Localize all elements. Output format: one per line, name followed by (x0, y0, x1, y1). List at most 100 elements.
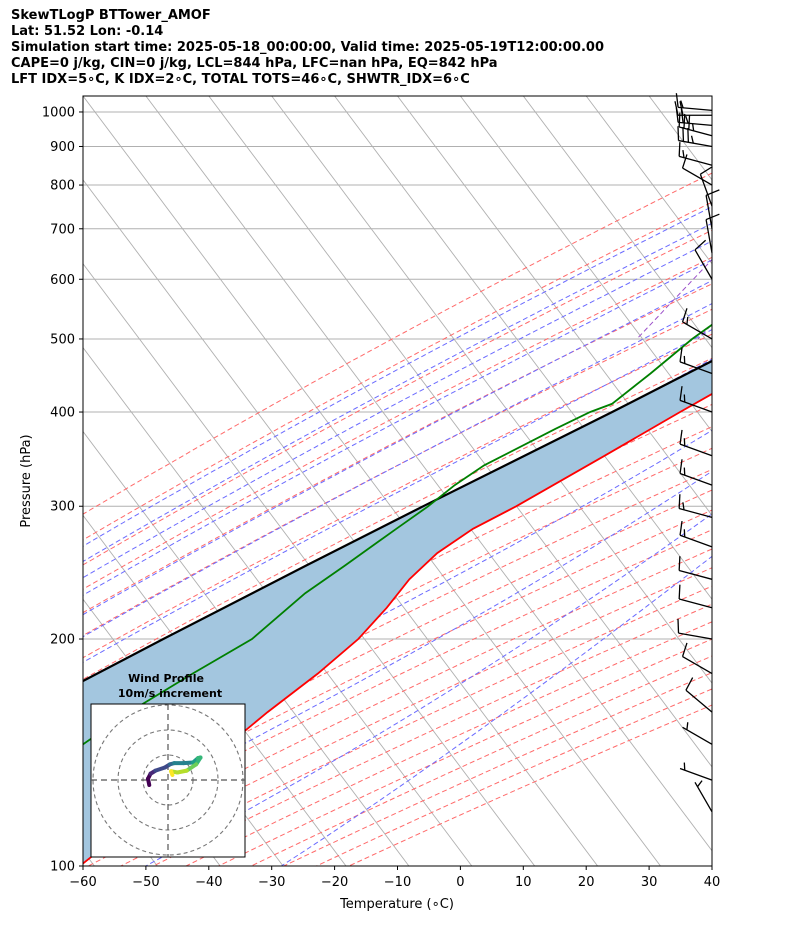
dry-adiabat (83, 229, 712, 566)
wind-barb-feather (682, 127, 685, 142)
wind-barb-staff (682, 655, 713, 675)
wind-barb (675, 93, 713, 111)
dry-adiabat (83, 283, 712, 614)
wind-barb-feather (678, 494, 681, 509)
wind-barb (679, 347, 713, 375)
moist-adiabat (83, 280, 712, 616)
isotherm-gridline (83, 430, 410, 866)
wind-barb-feather (675, 93, 679, 108)
isotherm-gridline (522, 96, 712, 349)
isotherm-gridline (775, 96, 794, 866)
wind-barb-staff (678, 155, 713, 166)
dewpoint-line (83, 323, 712, 746)
wind-barb-feather (687, 127, 690, 143)
wind-barb-staff (678, 507, 713, 518)
wind-barb-feather (685, 115, 689, 124)
wind-barb-staff (694, 249, 713, 280)
wind-barb-feather (705, 213, 720, 221)
dry-adiabat (83, 529, 712, 835)
isotherm-gridline (83, 850, 95, 866)
x-tick-label: −50 (132, 875, 159, 890)
wind-barb-feather (678, 112, 681, 127)
wind-barb (677, 126, 713, 148)
isotherm-gridline (711, 96, 712, 97)
parcel-path-line (83, 359, 712, 683)
wind-barb-staff (685, 689, 713, 713)
wind-barb-feather (691, 123, 695, 131)
hodograph-trace-segment (169, 769, 175, 777)
y-tick-label: 400 (50, 406, 75, 421)
wind-barb-staff (678, 632, 713, 640)
wind-barb-feather (681, 154, 688, 169)
wind-barb (694, 239, 713, 280)
x-tick-label: −60 (69, 875, 96, 890)
y-tick-label: 800 (50, 179, 75, 194)
wind-barb-staff (679, 534, 713, 548)
wind-barb-feather (678, 142, 681, 157)
wind-barb-staff (694, 782, 713, 813)
wind-barb-feather (680, 108, 684, 123)
wind-barb (681, 308, 713, 340)
wind-barb (694, 780, 713, 813)
wind-barb (681, 154, 713, 186)
isotherm-gridline (83, 346, 473, 866)
dry-adiabat (83, 426, 712, 742)
wind-barb-staff (678, 569, 713, 580)
wind-barb (679, 459, 713, 486)
wind-barb (705, 189, 720, 229)
wind-barb-staff (679, 399, 713, 413)
hodograph-plot (91, 704, 245, 857)
wind-barb-feather (694, 239, 707, 251)
moist-adiabat (83, 240, 712, 579)
dry-adiabat (83, 308, 712, 637)
wind-barb-feather (683, 113, 686, 129)
isotherm-gridline (145, 96, 712, 852)
wind-barb (677, 618, 713, 640)
dry-adiabat (83, 201, 712, 541)
y-tick-label: 500 (50, 332, 75, 347)
wind-barb (705, 213, 720, 254)
isotherm-gridline (83, 262, 536, 866)
moist-adiabat (83, 259, 712, 596)
x-axis-title: Temperature (∘C) (339, 897, 454, 912)
wind-barb-feather (679, 429, 683, 445)
wind-barb-feather (681, 642, 688, 657)
x-tick-label: 20 (578, 875, 595, 890)
wind-barb (678, 556, 713, 580)
y-tick-label: 1000 (42, 105, 75, 120)
index-line: LFT IDX=5∘C, K IDX=2∘C, TOTAL TOTS=46∘C,… (11, 72, 470, 87)
x-tick-label: 10 (515, 875, 532, 890)
wind-barb (678, 584, 713, 609)
wind-barb-staff (679, 767, 713, 781)
wind-barb-staff (678, 126, 713, 137)
x-tick-label: 0 (456, 875, 464, 890)
chart-header: SkewTLogP BTTower_AMOF Lat: 51.52 Lon: -… (11, 8, 604, 88)
wind-barb (682, 722, 713, 745)
wind-barb (681, 642, 713, 675)
isotherm-gridline (83, 179, 598, 866)
cape-line: CAPE=0 j/kg, CIN=0 j/kg, LCL=844 hPa, LF… (11, 56, 498, 71)
wind-barb-feather (675, 108, 679, 123)
isotherm-gridline (585, 96, 712, 265)
moist-adiabat (83, 470, 712, 831)
location-line: Lat: 51.52 Lon: -0.14 (11, 24, 164, 39)
wind-barb-staff (682, 167, 713, 186)
wind-barb-feather (677, 126, 680, 141)
hodograph-subtitle: 10m/s increment (118, 687, 222, 700)
wind-barb-feather (705, 189, 720, 196)
y-tick-label: 700 (50, 222, 75, 237)
chart-title: SkewTLogP BTTower_AMOF (11, 8, 211, 23)
wind-barb-feather (678, 584, 681, 600)
wind-barb (678, 112, 713, 137)
wind-barb-feather (678, 556, 681, 571)
wind-barb (679, 429, 713, 457)
wind-barb (678, 142, 713, 166)
x-tick-label: 30 (641, 875, 658, 890)
isotherm-gridline (83, 514, 347, 866)
wind-barb-feather (681, 308, 688, 323)
temperature-line (83, 392, 712, 865)
wind-barb-feather (682, 150, 685, 158)
wind-barb-feather (679, 386, 683, 401)
y-tick-label: 200 (50, 633, 75, 648)
